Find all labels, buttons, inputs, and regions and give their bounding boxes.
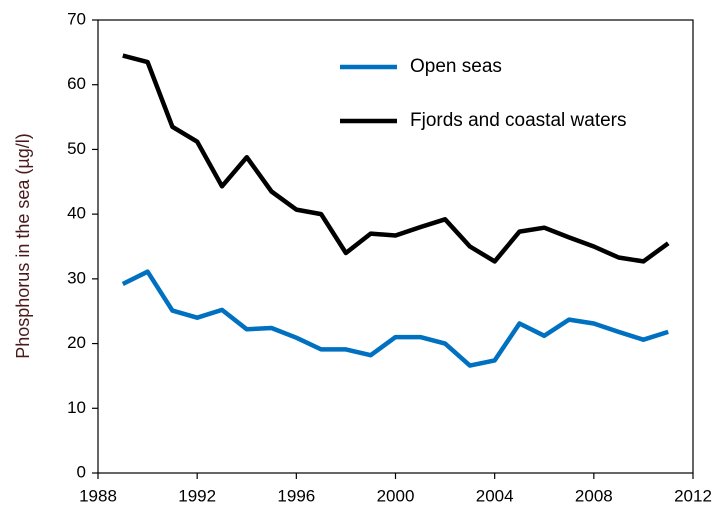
y-axis-label: Phosphorus in the sea (µg/l) <box>13 133 33 359</box>
legend-label: Fjords and coastal waters <box>410 110 627 131</box>
y-tick-label: 60 <box>67 74 86 93</box>
x-tick-label: 1988 <box>79 486 117 505</box>
y-tick-label: 30 <box>67 268 86 287</box>
series-line <box>122 53 670 264</box>
y-tick-label: 0 <box>77 462 86 481</box>
plot-frame <box>97 19 694 474</box>
x-tick-label: 2000 <box>377 486 415 505</box>
y-tick-label: 70 <box>67 9 86 28</box>
y-tick-label: 50 <box>67 139 86 158</box>
x-tick-label: 2012 <box>674 486 712 505</box>
legend-label: Open seas <box>410 56 502 77</box>
y-tick-label: 40 <box>67 204 86 223</box>
series-line <box>121 269 669 368</box>
y-tick-label: 10 <box>67 398 86 417</box>
x-tick-label: 2004 <box>476 486 514 505</box>
y-tick-label: 20 <box>67 333 86 352</box>
x-tick-label: 2008 <box>575 486 613 505</box>
x-tick-label: 1992 <box>178 486 216 505</box>
x-tick-label: 1996 <box>277 486 315 505</box>
